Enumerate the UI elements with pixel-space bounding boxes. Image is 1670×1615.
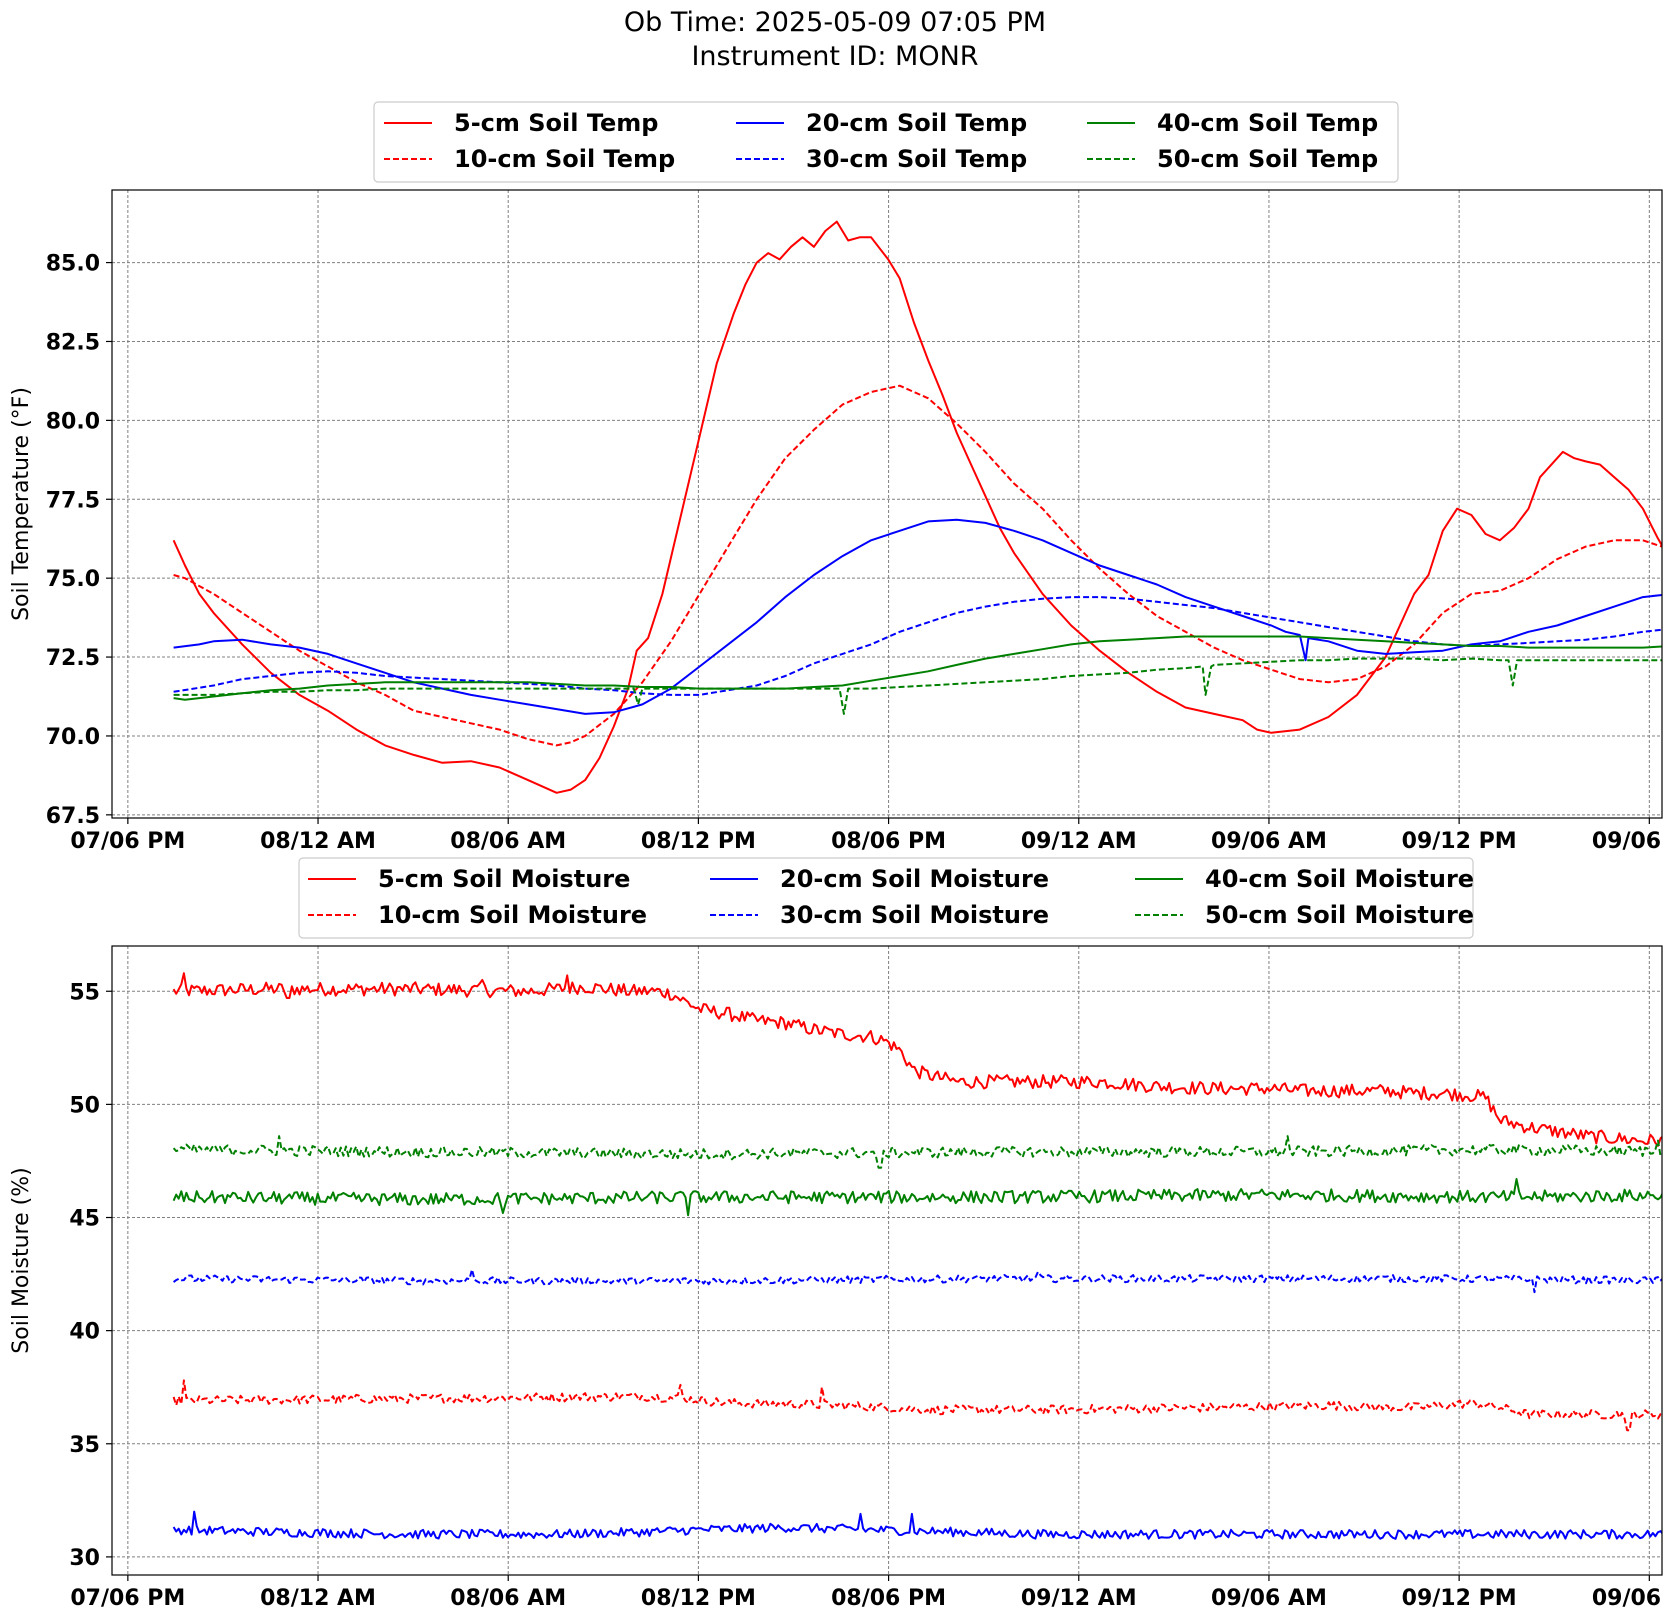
series-line-50-cm-soil-moisture — [172, 1135, 1662, 1169]
y-axis-label: Soil Moisture (%) — [9, 1167, 34, 1353]
chart-1: 07/06 PM 08/12 AM 08/06 AM 08/12 PM 08/06 PM… — [9, 101, 1670, 854]
y-axis: 30 35 40 45 50 55 — [69, 980, 112, 1571]
x-tick-label: 09/06 PM — [1592, 829, 1670, 854]
legend-label: 5-cm Soil Temp — [454, 109, 658, 137]
y-tick-label: 75.0 — [46, 567, 100, 592]
x-tick-label: 09/06 AM — [1211, 829, 1327, 854]
y-tick-label: 67.5 — [46, 804, 100, 829]
y-axis-label: Soil Temperature (°F) — [9, 387, 34, 621]
series-line-40-cm-soil-moisture — [172, 1178, 1662, 1217]
legend-label: 50-cm Soil Temp — [1157, 145, 1378, 173]
series-line-5-cm-soil-temp — [172, 220, 1662, 794]
x-tick-label: 08/06 AM — [450, 1586, 566, 1611]
series-line-40-cm-soil-temp — [173, 635, 1662, 701]
x-tick-label: 08/12 AM — [260, 1586, 376, 1611]
series-line-20-cm-soil-temp — [173, 518, 1662, 715]
y-tick-label: 72.5 — [46, 646, 100, 671]
series-group — [172, 220, 1662, 794]
series-line-30-cm-soil-temp — [173, 596, 1662, 696]
grid-lines — [112, 190, 1662, 818]
x-tick-label: 08/06 PM — [831, 1586, 946, 1611]
x-axis: 07/06 PM 08/12 AM 08/06 AM 08/12 PM 08/06 PM… — [70, 1575, 1670, 1611]
figure-title: Ob Time: 2025-05-09 07:05 PM Instrument … — [0, 6, 1670, 74]
x-tick-label: 09/06 PM — [1592, 1586, 1670, 1611]
y-tick-label: 45 — [69, 1207, 100, 1232]
title-instrument-id: Instrument ID: MONR — [691, 41, 979, 72]
series-line-30-cm-soil-moisture — [172, 1268, 1662, 1294]
legend-label: 10-cm Soil Temp — [454, 145, 675, 173]
y-tick-label: 85.0 — [46, 252, 100, 277]
y-tick-label: 55 — [69, 980, 100, 1005]
x-tick-label: 07/06 PM — [70, 1586, 185, 1611]
legend-label: 30-cm Soil Temp — [806, 145, 1027, 173]
y-tick-label: 77.5 — [46, 488, 100, 513]
x-tick-label: 08/06 PM — [831, 829, 946, 854]
x-tick-label: 09/12 PM — [1402, 1586, 1517, 1611]
plot-frame — [111, 189, 1663, 819]
y-tick-label: 50 — [69, 1093, 100, 1118]
x-tick-label: 08/12 PM — [641, 829, 756, 854]
x-tick-label: 07/06 PM — [70, 829, 185, 854]
x-tick-label: 08/12 AM — [260, 829, 376, 854]
grid-lines — [112, 946, 1662, 1575]
x-tick-label: 08/12 PM — [641, 1586, 756, 1611]
title-ob-time: Ob Time: 2025-05-09 07:05 PM — [623, 7, 1047, 38]
plot-frame — [111, 945, 1663, 1576]
legend: 5-cm Soil Moisture 10-cm Soil Moisture 20-… — [298, 857, 1474, 939]
y-tick-label: 70.0 — [46, 725, 100, 750]
legend-label: 20-cm Soil Moisture — [780, 865, 1049, 893]
legend-label: 50-cm Soil Moisture — [1205, 901, 1474, 929]
series-line-10-cm-soil-temp — [173, 384, 1662, 747]
y-tick-label: 35 — [69, 1433, 100, 1458]
legend-label: 30-cm Soil Moisture — [780, 901, 1049, 929]
legend-label: 40-cm Soil Moisture — [1205, 865, 1474, 893]
chart-2: 07/06 PM 08/12 AM 08/06 AM 08/12 PM 08/06 PM… — [9, 857, 1670, 1611]
legend-box — [373, 101, 1399, 183]
legend: 5-cm Soil Temp 10-cm Soil Temp 20-cm Soil … — [373, 101, 1399, 183]
x-tick-label: 09/12 PM — [1402, 829, 1517, 854]
series-line-5-cm-soil-moisture — [172, 972, 1662, 1147]
legend-label: 20-cm Soil Temp — [806, 109, 1027, 137]
y-tick-label: 82.5 — [46, 330, 100, 355]
y-axis: 67.5 70.0 72.5 75.0 77.5 80.0 82.5 85.0 — [46, 252, 112, 829]
series-group — [172, 972, 1662, 1540]
series-line-50-cm-soil-temp — [173, 657, 1662, 715]
legend-label: 10-cm Soil Moisture — [378, 901, 647, 929]
y-tick-label: 80.0 — [46, 409, 100, 434]
x-tick-label: 09/12 AM — [1021, 1586, 1137, 1611]
legend-label: 40-cm Soil Temp — [1157, 109, 1378, 137]
x-tick-label: 08/06 AM — [450, 829, 566, 854]
series-line-10-cm-soil-moisture — [172, 1379, 1662, 1432]
x-tick-label: 09/12 AM — [1021, 829, 1137, 854]
x-axis: 07/06 PM 08/12 AM 08/06 AM 08/12 PM 08/06 PM… — [70, 818, 1670, 854]
y-tick-label: 40 — [69, 1320, 100, 1345]
x-tick-label: 09/06 AM — [1211, 1586, 1327, 1611]
y-tick-label: 30 — [69, 1546, 100, 1571]
series-line-20-cm-soil-moisture — [172, 1510, 1662, 1540]
legend-label: 5-cm Soil Moisture — [378, 865, 630, 893]
